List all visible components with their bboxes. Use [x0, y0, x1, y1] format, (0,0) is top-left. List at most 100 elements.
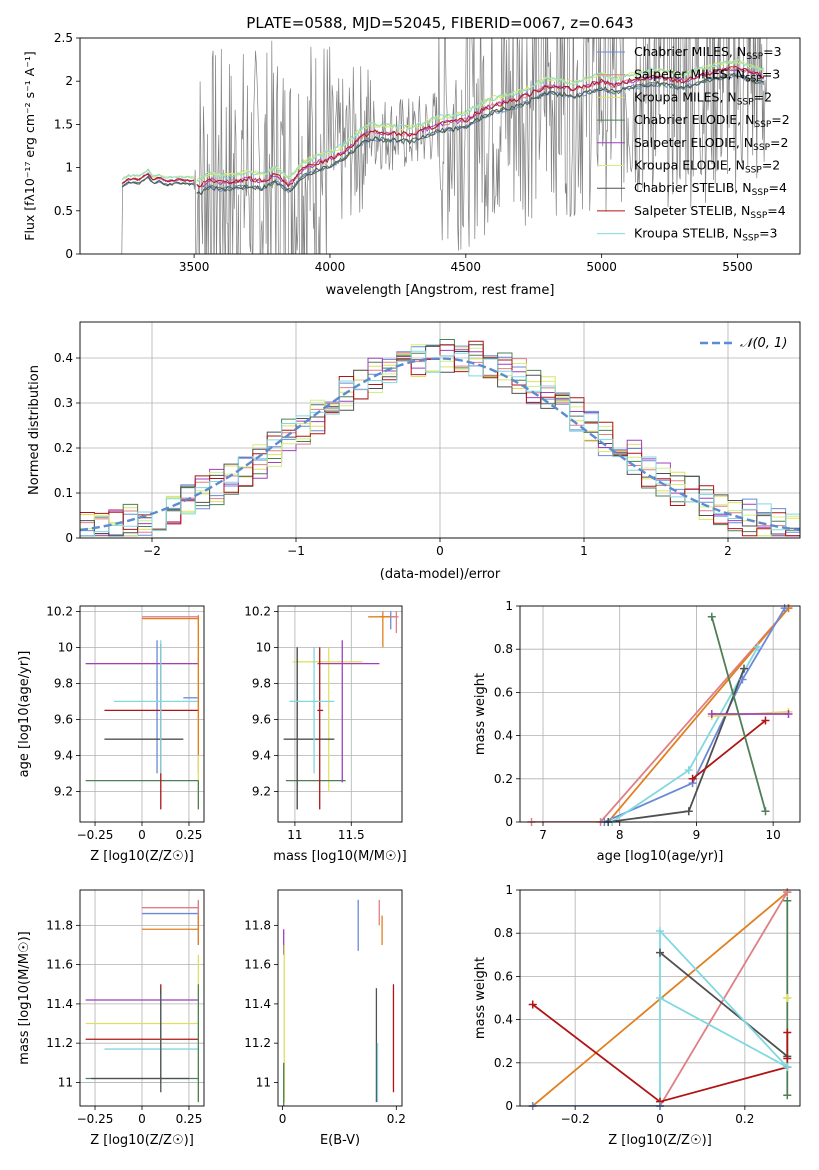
x-tick-label: 9: [693, 828, 701, 842]
y-axis-label: Flux [fλ10⁻¹⁷ erg cm⁻² s⁻¹ A⁻¹]: [22, 51, 37, 240]
panel-mass-vs-EBV: 0 0.2 11 11.2 11.4 11.6 11.8 E(B-V): [244, 889, 406, 1148]
y-tick-label: 1: [505, 599, 513, 613]
y-tick-label: 0.4: [54, 351, 73, 365]
legend-label-main: Chabrier ELODIE, N: [634, 112, 754, 127]
x-axis-label: wavelength [Angstrom, rest frame]: [326, 283, 555, 298]
weight-marker: [740, 664, 748, 673]
y-tick-label: 0.2: [494, 1056, 513, 1070]
legend-label-sub: SSP: [752, 188, 769, 198]
y-tick-label: 0.2: [494, 772, 513, 786]
y-tick-label: 1: [65, 161, 73, 175]
legend-label-main: Salpeter ELODIE, N: [634, 135, 753, 150]
y-tick-label: 9.6: [252, 712, 271, 726]
weight-marker: [784, 710, 793, 718]
weight-line: [659, 951, 788, 1057]
legend-label-main: Chabrier MILES, N: [634, 44, 746, 59]
panel-weight-vs-age: 7 8 9 10 0 0.2 0.4 0.6 0.8 1 age [log10(age/yr)] ma…: [473, 599, 801, 864]
weight-line: [659, 928, 788, 1106]
legend-label-suffix: =2: [770, 135, 788, 150]
legend-label-sub: SSP: [745, 75, 762, 85]
panel-age-vs-mass: 11 11.5 9.2 9.4 9.6 9.8 10 10.2 mass [log10(M/M☉…: [244, 604, 406, 864]
weight-marker: [684, 807, 693, 816]
x-tick-label: −1: [287, 544, 305, 558]
legend-label: Salpeter ELODIE, NSSP=2: [634, 135, 788, 153]
weight-marker: [688, 774, 697, 783]
legend-label-suffix: =2: [754, 89, 772, 104]
chart-title: PLATE=0588, MJD=52045, FIBERID=0067, z=0…: [246, 14, 633, 32]
model-line: [196, 72, 765, 196]
x-tick-label: 0: [279, 1112, 287, 1126]
legend-label-main: Kroupa MILES, N: [634, 89, 737, 104]
y-tick-label: 9.8: [252, 676, 271, 690]
weight-marker: [783, 1063, 792, 1072]
normal-curve: [80, 357, 800, 532]
weight-marker: [656, 927, 664, 936]
legend-label-sub: SSP: [737, 97, 754, 107]
weight-line: [531, 607, 790, 822]
plot-area: [283, 611, 399, 810]
y-tick-label: 0.4: [494, 1013, 513, 1027]
y-tick-label: 10: [256, 640, 271, 654]
x-axis-label: Z [log10(Z/Z☉)]: [608, 1133, 712, 1148]
y-tick-label: 11.4: [244, 997, 271, 1011]
x-axis-label: Z [log10(Z/Z☉)]: [90, 1133, 194, 1148]
x-tick-label: 0: [656, 1112, 664, 1126]
legend-label: Kroupa ELODIE, NSSP=2: [634, 158, 780, 176]
weight-line: [607, 607, 790, 822]
y-tick-label: 0.5: [54, 204, 73, 218]
axes-frame: [519, 605, 801, 823]
legend-label-sub: SSP: [750, 211, 767, 221]
legend-label-main: Chabrier STELIB, N: [634, 180, 752, 195]
plot-area: [531, 607, 790, 822]
x-tick-label: 4500: [451, 260, 482, 274]
x-tick-label: 0: [138, 828, 146, 842]
legend-label-suffix: =2: [771, 112, 789, 127]
x-tick-label: 0: [436, 544, 444, 558]
x-tick-label: −0.25: [77, 1112, 114, 1126]
model-line: [196, 66, 765, 188]
plot-area: [85, 615, 200, 810]
x-axis-label: age [log10(age/yr)]: [597, 849, 724, 864]
plot-area: [80, 339, 800, 537]
y-tick-label: 11.2: [244, 1036, 271, 1050]
y-tick-label: 0.3: [54, 396, 73, 410]
legend-label-sub: SSP: [742, 234, 759, 244]
legend-label: Chabrier ELODIE, NSSP=2: [634, 112, 790, 130]
legend-label-suffix: =3: [759, 226, 777, 241]
x-axis-label: (data-model)/error: [380, 567, 501, 582]
x-axis-label: E(B-V): [320, 1133, 360, 1148]
weight-marker: [753, 643, 762, 652]
legend-label: Kroupa STELIB, NSSP=3: [634, 226, 778, 244]
y-tick-label: 0.6: [494, 685, 513, 699]
weight-marker: [783, 896, 792, 905]
axes-frame: [79, 321, 801, 539]
x-tick-label: 1: [580, 544, 588, 558]
x-tick-label: −2: [143, 544, 161, 558]
y-tick-label: 2: [65, 74, 73, 88]
x-tick-label: 2: [724, 544, 732, 558]
weight-line: [611, 646, 759, 822]
axes-frame: [79, 605, 205, 823]
weight-marker: [783, 888, 792, 897]
legend-label-suffix: =2: [762, 158, 780, 173]
y-tick-label: 0.8: [494, 926, 513, 940]
axes-frame: [519, 889, 801, 1107]
x-tick-label: 3500: [179, 260, 210, 274]
weight-marker: [783, 1091, 792, 1100]
legend-label-suffix: =3: [763, 44, 781, 59]
x-tick-label: 11.5: [338, 828, 365, 842]
y-tick-label: 0.4: [494, 729, 513, 743]
legend-label: Salpeter STELIB, NSSP=4: [634, 203, 786, 221]
x-tick-label: 0.2: [387, 1112, 406, 1126]
weight-marker: [707, 612, 716, 621]
weight-marker: [783, 994, 792, 1002]
legend-label-sub: SSP: [753, 143, 770, 153]
legend-label-sub: SSP: [745, 166, 762, 176]
y-tick-label: 11.8: [46, 918, 73, 932]
y-tick-label: 0: [65, 247, 73, 261]
plot-area: [283, 899, 395, 1106]
panel-age-vs-Z: −0.25 0 0.25 9.2 9.4 9.6 9.8 10 10.2 Z [log10(Z/Z…: [17, 604, 205, 864]
y-axis-label: mass weight: [473, 957, 488, 1039]
panel-spectrum: 3500 4000 4500 5000 5500 0 0.5 1 1.5 2 2.5 Chabrier…: [22, 14, 801, 298]
